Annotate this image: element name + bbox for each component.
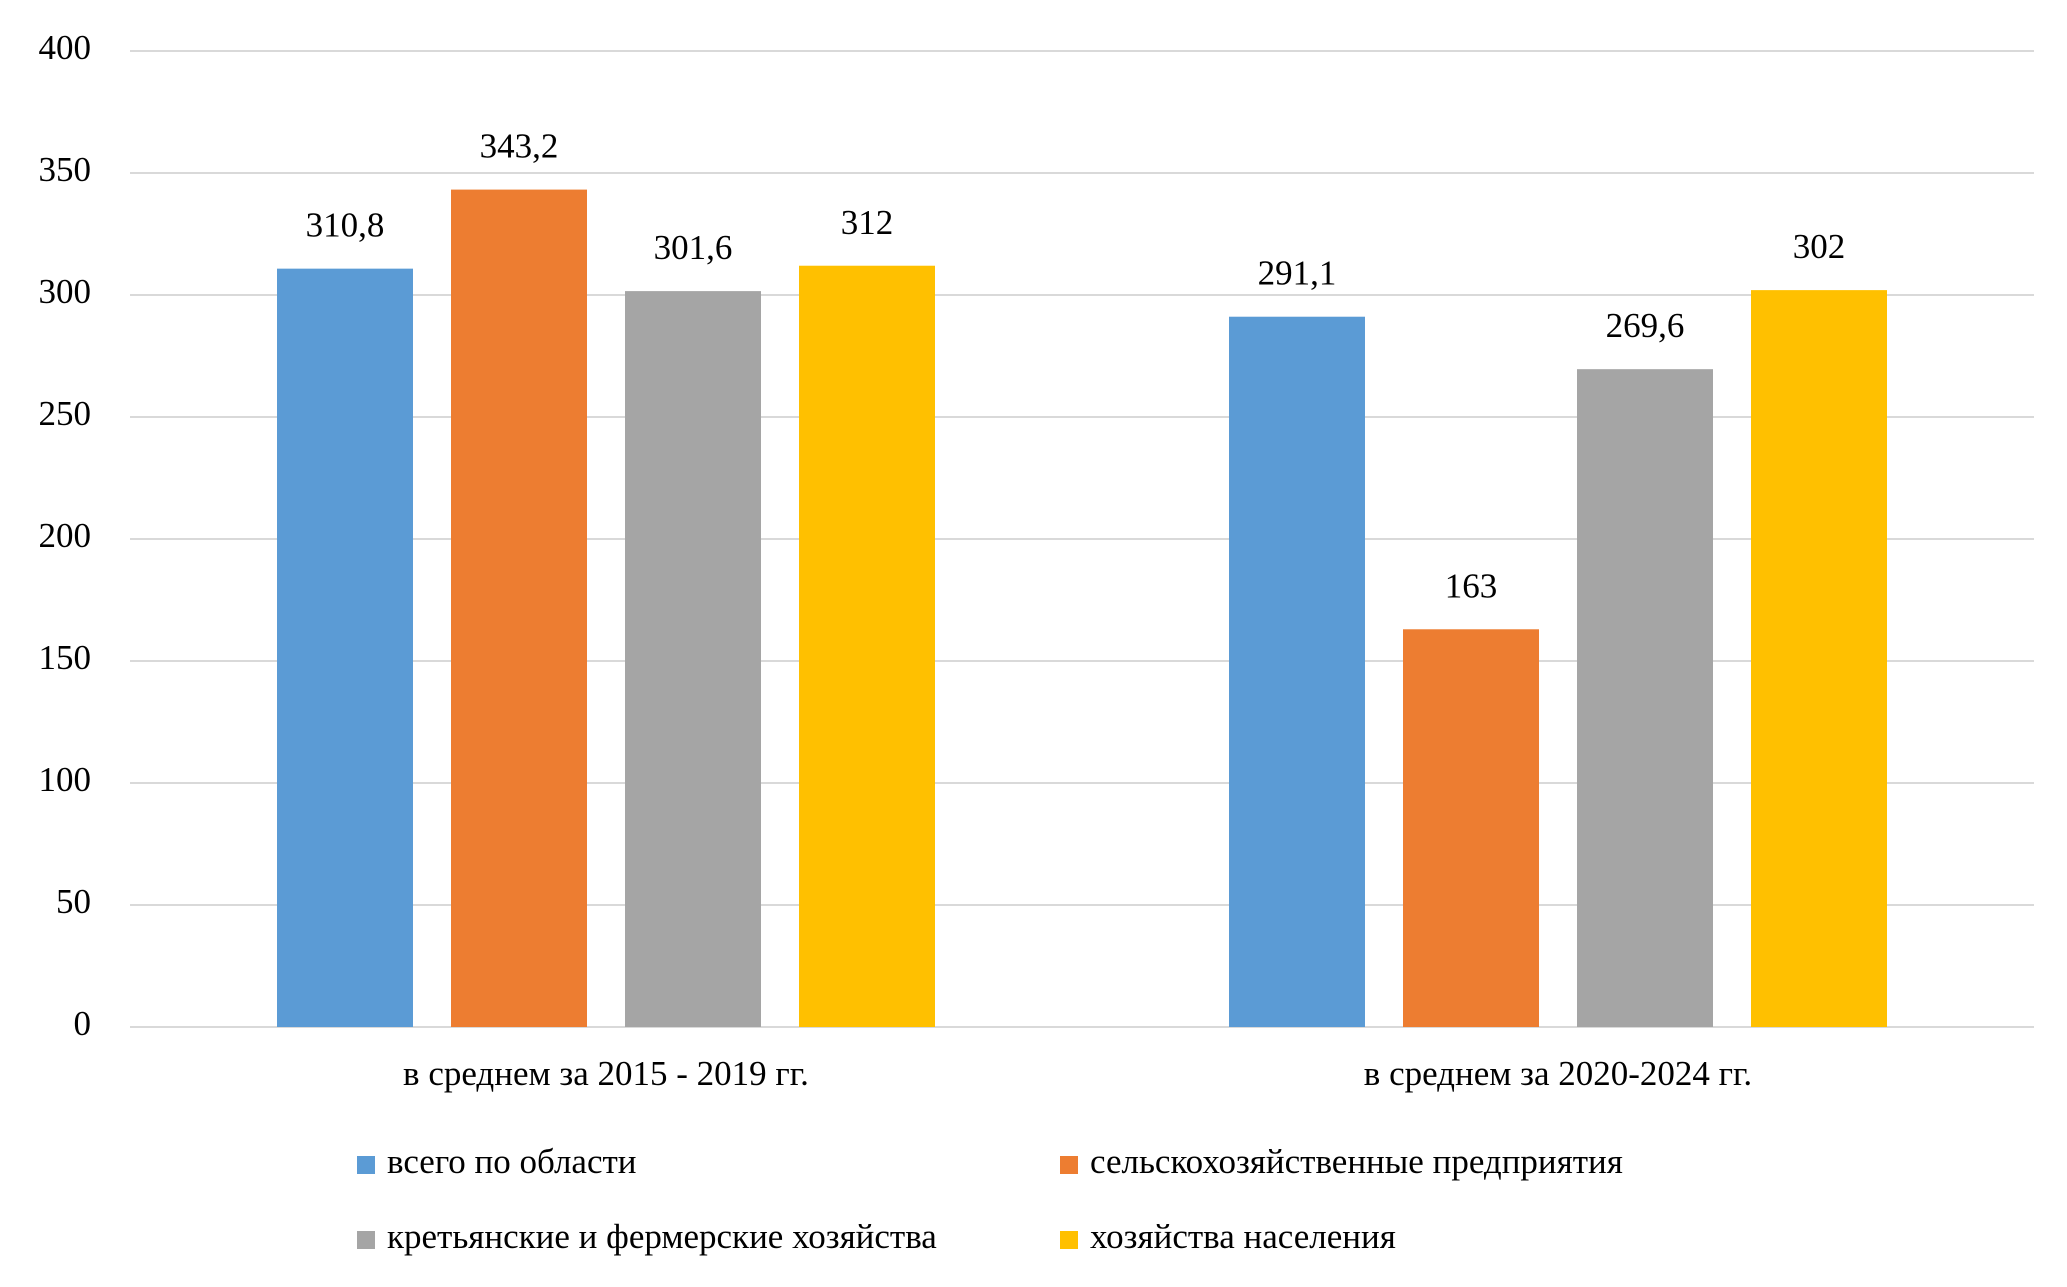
bar: [625, 291, 761, 1027]
legend-swatch: [1060, 1231, 1078, 1249]
legend-swatch: [357, 1156, 375, 1174]
data-label: 302: [1793, 227, 1846, 266]
legend-swatch: [357, 1231, 375, 1249]
legend-label: всего по области: [387, 1142, 637, 1181]
y-tick-label: 250: [39, 394, 92, 433]
data-label: 163: [1445, 566, 1498, 605]
y-tick-label: 400: [39, 28, 92, 67]
legend-swatch: [1060, 1156, 1078, 1174]
bar: [1403, 629, 1539, 1027]
data-label: 312: [841, 203, 894, 242]
bar: [451, 189, 587, 1028]
bar: [277, 268, 413, 1027]
data-label: 301,6: [654, 228, 733, 267]
legend-label: хозяйства населения: [1090, 1217, 1396, 1256]
y-tick-label: 300: [39, 272, 92, 311]
y-tick-label: 0: [74, 1004, 92, 1043]
y-tick-label: 100: [39, 760, 92, 799]
y-tick-label: 150: [39, 638, 92, 677]
data-label: 310,8: [306, 206, 385, 245]
data-label: 269,6: [1606, 306, 1685, 345]
y-tick-label: 350: [39, 150, 92, 189]
bar: [1229, 316, 1365, 1027]
y-tick-label: 50: [56, 882, 91, 921]
bar: [1751, 290, 1887, 1027]
x-tick-label: в среднем за 2020-2024 гг.: [1364, 1054, 1752, 1093]
bar: [799, 265, 935, 1028]
x-tick-label: в среднем за 2015 - 2019 гг.: [403, 1054, 809, 1093]
y-tick-label: 200: [39, 516, 92, 555]
data-label: 291,1: [1258, 254, 1337, 293]
data-label: 343,2: [480, 127, 559, 166]
legend-label: кретьянские и фермерские хозяйства: [387, 1217, 937, 1256]
bar: [1577, 369, 1713, 1027]
legend-label: сельскохозяйственные предприятия: [1090, 1142, 1623, 1181]
